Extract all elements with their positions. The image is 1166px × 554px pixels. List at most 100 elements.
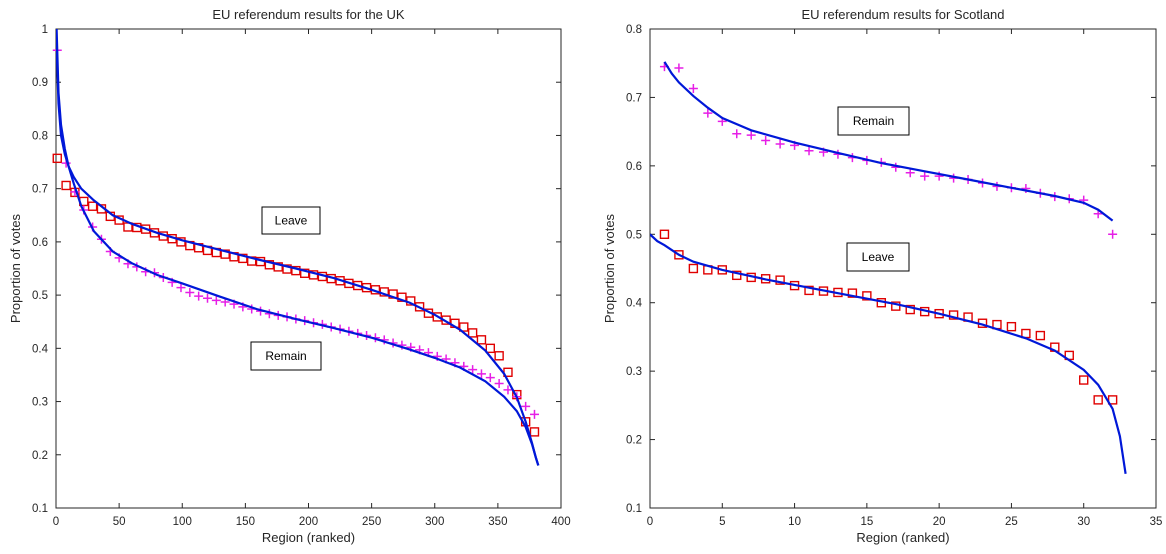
data-point-square [659, 229, 670, 239]
x-tick-label: 15 [860, 516, 873, 528]
y-tick-label: 0.2 [626, 435, 642, 447]
y-tick-label: 0.7 [32, 184, 48, 196]
x-axis-label: Region (ranked) [262, 530, 355, 545]
y-tick-label: 0.5 [626, 229, 642, 241]
series-3 [663, 61, 1114, 222]
data-point-square [862, 291, 872, 301]
data-point-plus [674, 63, 684, 73]
fit-curve [56, 29, 540, 466]
y-tick-label: 0.4 [32, 343, 49, 355]
data-point-square [273, 262, 283, 272]
data-point-square [476, 335, 487, 345]
x-tick-label: 350 [488, 516, 507, 528]
y-tick-label: 0.2 [32, 450, 48, 462]
x-tick-label: 35 [1150, 516, 1163, 528]
data-point-plus [485, 373, 495, 383]
data-point-square [732, 270, 742, 281]
data-point-plus [529, 409, 539, 419]
chart-1: 0 50 100 150 200 250 300 350 400 0.1 0.2 0.3 0.4 0.5 0… [8, 7, 571, 545]
x-tick-label: 150 [236, 516, 255, 528]
y-tick-label: 0.8 [32, 130, 48, 142]
data-point-square [300, 268, 310, 278]
x-tick-label: 0 [53, 516, 59, 528]
data-point-square [1093, 395, 1103, 405]
data-point-square [485, 343, 495, 354]
data-point-square [52, 153, 62, 164]
x-tick-label: 50 [113, 516, 126, 528]
fit-curve [650, 233, 1127, 474]
data-point-plus [203, 293, 212, 303]
annotation-box [250, 341, 322, 371]
x-tick-label: 250 [362, 516, 381, 528]
x-tick-label: 20 [933, 516, 946, 528]
data-point-plus [804, 146, 814, 156]
data-point-plus [468, 365, 478, 375]
annotation-label: Remain [853, 114, 894, 128]
data-point-square [905, 304, 915, 315]
data-point-plus [211, 295, 221, 305]
y-tick-label: 0.1 [626, 503, 642, 515]
chart-2: 0 5 10 15 20 25 30 35 0.1 0.2 0.3 0.4 0.5 0.6 0.7 0.8 EU… [602, 7, 1162, 545]
data-point-plus [1108, 229, 1118, 239]
data-point-plus [494, 378, 504, 388]
data-point-plus [688, 84, 698, 94]
annotation-label: Leave [862, 250, 895, 264]
data-point-square [432, 312, 442, 322]
annotation-label: Leave [275, 214, 308, 228]
y-axis-label: Proportion of votes [602, 213, 617, 323]
data-point-square [238, 253, 248, 264]
annotation-box [261, 206, 321, 235]
y-tick-label: 0.6 [626, 161, 642, 173]
data-point-square [494, 351, 504, 361]
data-point-plus [521, 401, 531, 411]
annotation-label: Remain [265, 349, 306, 363]
data-point-square [948, 310, 959, 320]
y-tick-label: 0.5 [32, 290, 48, 302]
data-point-plus [703, 108, 713, 118]
y-tick-label: 0.6 [32, 237, 48, 249]
x-tick-label: 25 [1005, 516, 1018, 528]
data-point-square [1035, 330, 1046, 341]
data-point-square [61, 180, 71, 191]
x-tick-label: 5 [719, 516, 725, 528]
data-point-square [467, 328, 478, 338]
data-point-plus [905, 168, 915, 178]
chart-title: EU referendum results for the UK [212, 7, 405, 22]
x-tick-label: 400 [551, 516, 570, 528]
data-point-square [688, 263, 699, 274]
y-tick-label: 0.9 [32, 77, 48, 89]
data-point-square [529, 427, 540, 437]
x-tick-label: 0 [647, 516, 653, 528]
y-tick-label: 0.3 [626, 366, 642, 378]
data-point-square [87, 201, 98, 211]
data-point-square [804, 285, 814, 296]
annotation-box [846, 242, 910, 272]
chart-title: EU referendum results for Scotland [801, 7, 1004, 22]
fit-curve [663, 61, 1114, 222]
data-point-plus [476, 369, 486, 379]
data-point-square [1107, 395, 1118, 405]
data-point-plus [920, 171, 930, 181]
data-point-plus [761, 136, 771, 146]
data-point-plus [732, 129, 742, 139]
y-tick-label: 0.4 [626, 298, 643, 310]
data-point-square [414, 302, 425, 312]
y-tick-label: 0.7 [626, 92, 642, 104]
series-4 [650, 233, 1127, 474]
data-point-square [847, 288, 858, 298]
data-point-square [891, 301, 901, 311]
y-tick-label: 0.3 [32, 397, 48, 409]
data-point-square [353, 280, 363, 291]
series-4 [56, 29, 540, 466]
data-point-square [264, 260, 275, 270]
data-point-square [1006, 321, 1017, 332]
y-tick-label: 1 [42, 24, 48, 36]
data-point-plus [775, 139, 785, 149]
x-tick-label: 100 [173, 516, 192, 528]
x-tick-label: 30 [1077, 516, 1090, 528]
data-point-square [1079, 375, 1089, 385]
data-point-square [674, 250, 684, 260]
plot-area [55, 28, 562, 509]
data-point-square [775, 275, 785, 285]
